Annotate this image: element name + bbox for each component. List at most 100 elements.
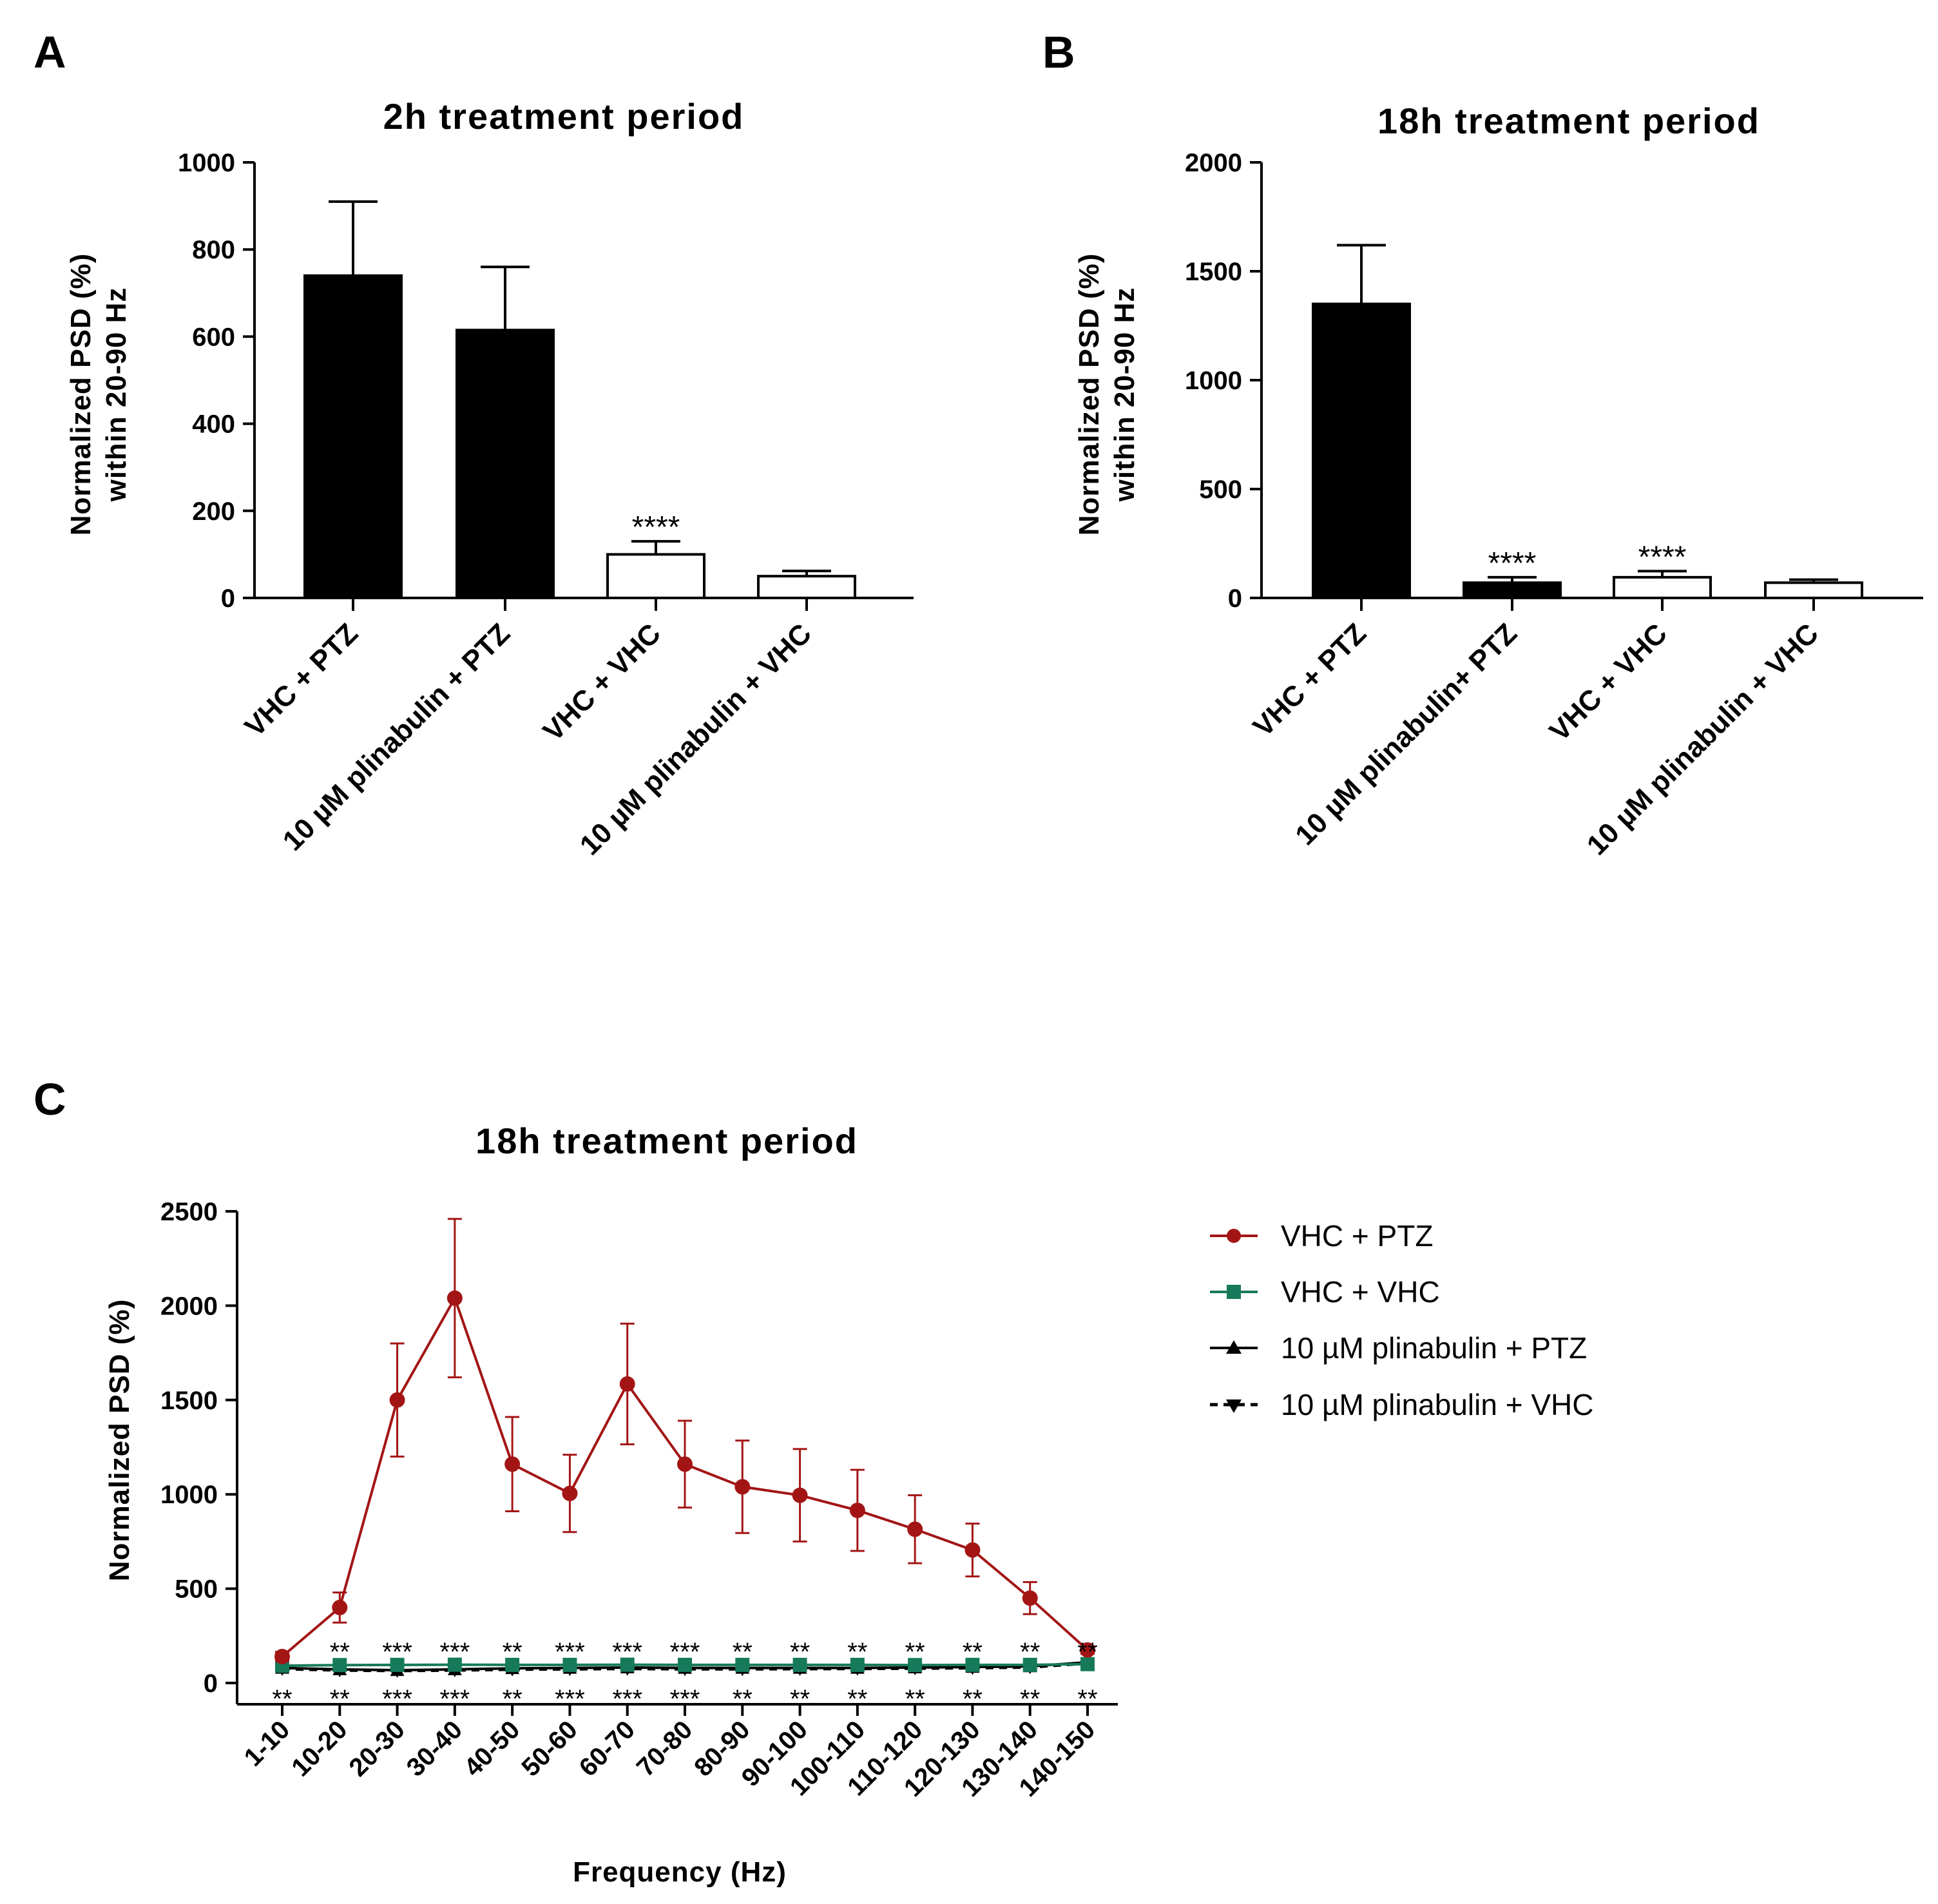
chart-c-ytick-label: 2000 bbox=[160, 1292, 218, 1320]
chart-b-ylabel-line2: within 20-90 Hz bbox=[1109, 287, 1140, 503]
data-point-vhc-vhc bbox=[965, 1657, 980, 1672]
significance-lower: ** bbox=[330, 1685, 350, 1713]
chart-b-title: 18h treatment period bbox=[1377, 101, 1760, 141]
chart-0-ytick-label: 400 bbox=[192, 410, 235, 439]
significance-upper: ** bbox=[963, 1638, 983, 1666]
legend-marker-vhc-ptz bbox=[1227, 1229, 1241, 1243]
significance-lower: ** bbox=[272, 1685, 292, 1713]
chart-1-significance: **** bbox=[1638, 540, 1687, 574]
chart-1-ytick-label: 1000 bbox=[1185, 367, 1242, 395]
significance-lower: *** bbox=[555, 1685, 585, 1713]
data-point-vhc-ptz bbox=[446, 1290, 463, 1306]
significance-lower: *** bbox=[612, 1685, 642, 1713]
chart-0-bar bbox=[303, 274, 403, 599]
chart-1-bar bbox=[1463, 581, 1562, 600]
significance-lower: *** bbox=[440, 1685, 470, 1713]
chart-1-category-label: VHC + PTZ bbox=[1247, 617, 1373, 743]
chart-0-ytick-label: 0 bbox=[221, 584, 235, 613]
chart-c-category-label: 30-40 bbox=[401, 1715, 468, 1782]
chart-c-ytick-label: 500 bbox=[175, 1575, 218, 1604]
chart-a-ylabel-line2: within 20-90 Hz bbox=[101, 287, 132, 503]
chart-0-ytick-label: 800 bbox=[192, 236, 235, 264]
significance-lower: ** bbox=[963, 1685, 983, 1713]
chart-c-ylabel: Normalized PSD (%) bbox=[104, 1299, 135, 1582]
chart-a-title: 2h treatment period bbox=[383, 96, 745, 137]
data-point-vhc-vhc bbox=[620, 1657, 635, 1672]
legend-item-vhc-ptz: VHC + PTZ bbox=[1210, 1219, 1433, 1253]
panel-letter-b: B bbox=[1042, 27, 1075, 77]
data-point-vhc-ptz bbox=[562, 1485, 578, 1501]
chart-c-category-label: 70-80 bbox=[631, 1715, 698, 1782]
significance-upper: *** bbox=[382, 1638, 412, 1666]
data-point-vhc-ptz bbox=[734, 1479, 751, 1495]
significance-lower: ** bbox=[905, 1685, 925, 1713]
legend-label-vhc-vhc: VHC + VHC bbox=[1281, 1275, 1440, 1309]
data-point-vhc-ptz bbox=[504, 1456, 521, 1472]
chart-c-legend: VHC + PTZ VHC + VHC 10 µM plinabulin + P… bbox=[1210, 1219, 1593, 1421]
chart-a-ylabel-line1: Normalized PSD (%) bbox=[65, 253, 97, 536]
chart-1-significance: **** bbox=[1488, 546, 1537, 581]
data-point-vhc-vhc bbox=[850, 1657, 865, 1672]
data-point-vhc-ptz bbox=[964, 1542, 981, 1558]
chart-1-ytick-label: 0 bbox=[1228, 584, 1242, 613]
chart-c-category-label: 10-20 bbox=[286, 1715, 352, 1782]
significance-upper: ** bbox=[1020, 1638, 1040, 1666]
chart-1-bar bbox=[1312, 302, 1411, 599]
legend-item-plin-vhc: 10 µM plinabulin + VHC bbox=[1210, 1388, 1593, 1421]
data-point-vhc-ptz bbox=[1080, 1642, 1095, 1658]
significance-lower: ** bbox=[847, 1685, 867, 1713]
significance-upper: *** bbox=[670, 1638, 700, 1666]
chart-0-bar bbox=[456, 329, 555, 599]
chart-1-bar bbox=[1613, 575, 1712, 600]
chart-0-bar bbox=[757, 575, 856, 600]
significance-upper: ** bbox=[503, 1638, 523, 1666]
chart-0-significance: **** bbox=[632, 510, 680, 544]
chart-c-ytick-label: 2500 bbox=[160, 1198, 218, 1226]
chart-1-ytick-label: 500 bbox=[1199, 476, 1242, 504]
data-point-vhc-vhc bbox=[332, 1658, 347, 1673]
chart-b-ylabel-line1: Normalized PSD (%) bbox=[1073, 253, 1105, 536]
legend-label-vhc-ptz: VHC + PTZ bbox=[1281, 1219, 1433, 1253]
chart-c-title: 18h treatment period bbox=[475, 1120, 858, 1161]
chart-1-ytick-label: 1500 bbox=[1185, 258, 1242, 286]
data-point-vhc-ptz bbox=[849, 1503, 865, 1519]
legend-item-vhc-vhc: VHC + VHC bbox=[1210, 1275, 1440, 1309]
legend-marker-plin-ptz bbox=[1226, 1340, 1242, 1354]
legend-item-plin-ptz: 10 µM plinabulin + PTZ bbox=[1210, 1331, 1587, 1365]
significance-upper: ** bbox=[905, 1638, 925, 1666]
data-point-vhc-vhc bbox=[1022, 1657, 1037, 1672]
significance-upper: ** bbox=[733, 1638, 753, 1666]
data-point-vhc-ptz bbox=[792, 1487, 808, 1503]
legend-label-plin-vhc: 10 µM plinabulin + VHC bbox=[1281, 1388, 1593, 1421]
significance-lower: *** bbox=[382, 1685, 412, 1713]
panel-letter-c: C bbox=[34, 1074, 66, 1124]
legend-marker-vhc-vhc bbox=[1227, 1285, 1241, 1299]
chart-c-ytick-label: 0 bbox=[204, 1669, 218, 1698]
significance-upper: ** bbox=[847, 1638, 867, 1666]
chart-1-category-label: VHC + VHC bbox=[1544, 617, 1673, 747]
chart-0-ytick-label: 200 bbox=[192, 497, 235, 526]
chart-0-ytick-label: 600 bbox=[192, 323, 235, 351]
chart-c-ytick-label: 1500 bbox=[160, 1387, 218, 1415]
significance-upper: ** bbox=[1077, 1638, 1097, 1666]
data-point-vhc-vhc bbox=[1080, 1657, 1095, 1671]
significance-lower: ** bbox=[1077, 1685, 1097, 1713]
significance-upper: *** bbox=[612, 1638, 642, 1666]
chart-0-ytick-label: 1000 bbox=[178, 149, 235, 177]
significance-upper: ** bbox=[330, 1638, 350, 1666]
chart-0-bar bbox=[606, 553, 705, 600]
chart-c-category-label: 40-50 bbox=[459, 1715, 525, 1782]
data-point-vhc-vhc bbox=[505, 1657, 520, 1672]
chart-c-category-label: 20-30 bbox=[343, 1715, 410, 1782]
significance-lower: ** bbox=[790, 1685, 810, 1713]
data-point-vhc-ptz bbox=[389, 1392, 405, 1408]
data-point-vhc-vhc bbox=[908, 1658, 923, 1673]
data-point-vhc-vhc bbox=[735, 1657, 750, 1672]
chart-c-category-label: 60-70 bbox=[574, 1715, 640, 1782]
significance-lower: ** bbox=[733, 1685, 753, 1713]
chart-c-category-label: 50-60 bbox=[516, 1715, 582, 1782]
data-point-vhc-ptz bbox=[677, 1456, 693, 1472]
data-point-vhc-vhc bbox=[562, 1657, 577, 1672]
chart-0-category-label: VHC + PTZ bbox=[239, 617, 365, 743]
significance-upper: *** bbox=[555, 1638, 585, 1666]
